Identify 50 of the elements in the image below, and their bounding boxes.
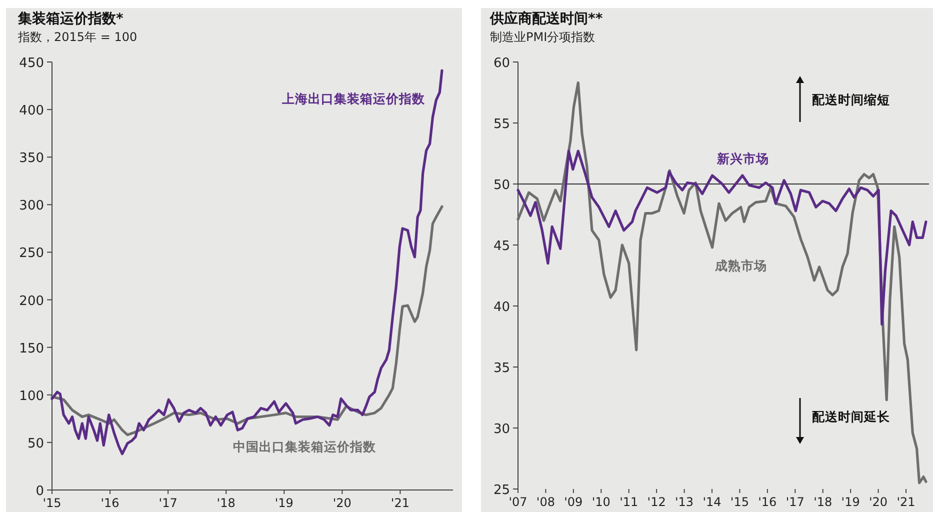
y-tick-label: 100 [19, 388, 44, 404]
x-tick-label: '16 [758, 495, 777, 509]
y-tick-label: 50 [493, 178, 510, 193]
chart-subtitle: 指数，2015年 = 100 [17, 30, 138, 44]
y-tick-label: 250 [19, 246, 44, 262]
x-tick-label: '21 [390, 496, 410, 510]
y-tick-label: 0 [36, 484, 44, 499]
y-tick-label: 200 [19, 294, 44, 309]
x-tick-label: '16 [100, 496, 120, 510]
y-tick-label: 350 [19, 151, 44, 166]
annotation: 配送时间缩短 [812, 92, 890, 107]
y-tick-label: 450 [19, 56, 44, 71]
y-tick-label: 45 [493, 239, 510, 254]
x-tick-label: '12 [647, 495, 666, 509]
x-tick-label: '17 [786, 495, 804, 509]
x-tick-label: '17 [158, 496, 178, 510]
y-tick-label: 400 [19, 104, 44, 119]
x-tick-label: '18 [216, 496, 236, 510]
y-tick-label: 40 [493, 300, 510, 315]
y-tick-label: 55 [493, 117, 510, 132]
x-tick-label: '20 [332, 496, 352, 510]
series-label: 上海出口集装箱运价指数 [281, 91, 426, 106]
x-tick-label: '15 [730, 495, 749, 509]
annotation: 配送时间延长 [812, 409, 891, 424]
x-tick-label: '07 [508, 495, 528, 509]
x-tick-label: '09 [564, 495, 583, 509]
y-tick-label: 60 [493, 56, 510, 71]
series-label: 中国出口集装箱运价指数 [233, 439, 377, 454]
y-tick-label: 300 [19, 198, 44, 214]
y-tick-label: 25 [493, 483, 510, 498]
y-tick-label: 50 [27, 436, 44, 452]
y-tick-label: 35 [493, 361, 510, 376]
x-tick-label: '11 [620, 495, 638, 509]
x-tick-label: '19 [274, 496, 294, 510]
x-tick-label: '21 [896, 495, 916, 509]
chart-subtitle: 制造业PMI分项指数 [490, 30, 596, 44]
x-tick-label: '15 [42, 496, 62, 510]
chart-title: 供应商配送时间** [489, 10, 604, 27]
y-tick-label: 30 [493, 422, 510, 437]
x-tick-label: '18 [814, 495, 832, 509]
series-label: 成熟市场 [714, 258, 767, 273]
x-tick-label: '10 [592, 495, 610, 509]
x-tick-label: '14 [702, 495, 722, 509]
x-tick-label: '20 [868, 495, 888, 509]
series-label: 新兴市场 [716, 151, 769, 166]
y-tick-label: 150 [19, 341, 44, 356]
x-tick-label: '19 [841, 495, 860, 509]
x-tick-label: '08 [536, 495, 556, 509]
x-tick-label: '13 [674, 495, 694, 509]
chart-title: 集装箱运价指数* [17, 11, 124, 27]
